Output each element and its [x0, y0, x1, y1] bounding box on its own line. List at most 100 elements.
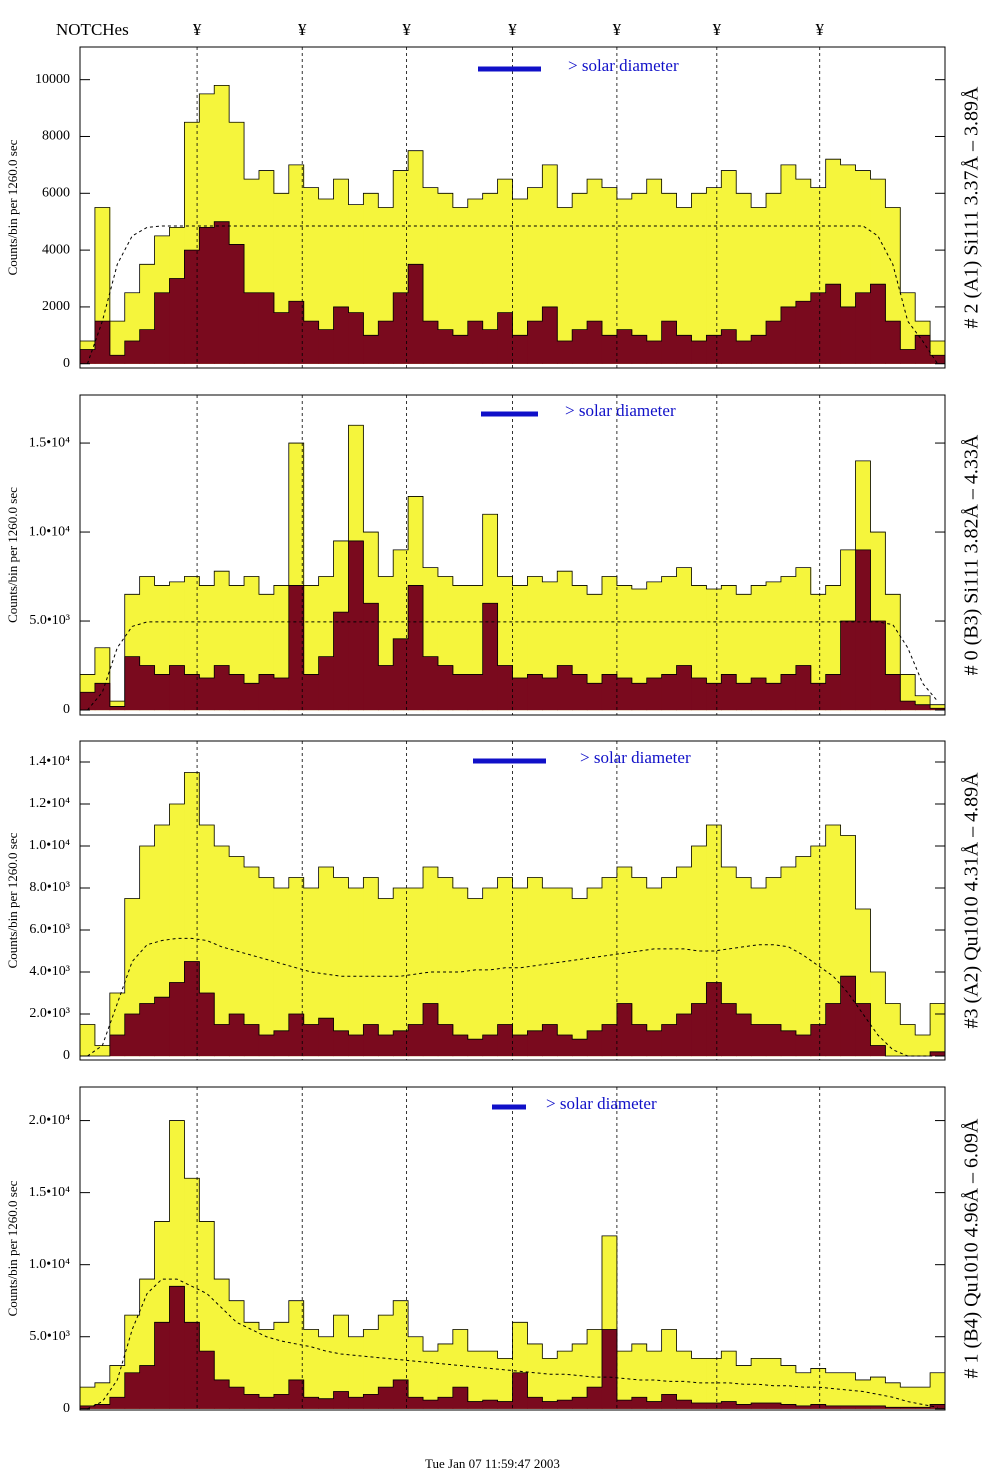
bin-bar [378, 1034, 394, 1057]
y-tick-label: 0 [63, 1048, 70, 1063]
panel-title: # 2 (A1) Si111 3.37Å – 3.89Å [961, 86, 983, 328]
bin-bar [691, 1402, 707, 1409]
bin-bar [318, 656, 334, 711]
bin-bar [482, 329, 499, 364]
bin-bar [512, 1372, 528, 1409]
y-tick-label: 5.0•10³ [29, 1329, 70, 1344]
bin-bar [288, 585, 305, 711]
bin-bar [199, 677, 215, 711]
bin-bar [646, 677, 663, 711]
bin-bar [542, 677, 558, 711]
y-tick-label: 1.2•10⁴ [29, 796, 70, 811]
bin-bar [378, 665, 394, 711]
bin-bar [736, 1013, 752, 1057]
bin-bar [497, 312, 513, 364]
y-tick-label: 2.0•10⁴ [29, 1113, 70, 1128]
bin-bar [258, 877, 275, 1057]
bin-bar [422, 320, 439, 364]
bin-bar [646, 178, 663, 364]
bin-bar [750, 1024, 767, 1057]
bin-bar [139, 1365, 156, 1409]
bin-bar [661, 1024, 678, 1057]
bin-bar [900, 1387, 916, 1409]
legend-text: > solar diameter [580, 748, 691, 767]
bin-bar [318, 1018, 334, 1057]
bin-bar [482, 603, 499, 711]
bin-bar [303, 1024, 320, 1057]
bin-bar [154, 1322, 170, 1409]
bin-bar [124, 1372, 141, 1409]
y-tick-label: 2000 [42, 299, 70, 314]
bin-bar [243, 1024, 260, 1057]
bin-bar [557, 887, 573, 1057]
bin-bar [139, 665, 156, 711]
bin-bar [557, 1399, 573, 1409]
bin-bar [601, 1329, 618, 1409]
bin-bar [631, 1397, 648, 1409]
notch-marker: ¥ [508, 20, 517, 39]
bin-bar [542, 306, 558, 364]
bin-bar [214, 1379, 230, 1409]
bin-bar [706, 335, 722, 364]
bin-bar [422, 1003, 439, 1057]
bin-bar [482, 1034, 499, 1057]
y-tick-label: 1.0•10⁴ [29, 838, 70, 853]
bin-bar [79, 1024, 96, 1057]
bin-bar [273, 312, 290, 364]
bin-bar [616, 677, 633, 711]
bin-bar [795, 301, 812, 364]
bin-bar [691, 677, 707, 711]
panel-title: #3 (A2) Qu1010 4.31Å – 4.89Å [961, 772, 983, 1029]
bin-bar [825, 1405, 842, 1409]
bin-bar [915, 335, 931, 364]
bin-bar [94, 683, 111, 711]
plot-frame [79, 394, 946, 716]
notch-marker: ¥ [298, 20, 307, 39]
y-axis-label: Counts/bin per 1260.0 sec [5, 1180, 20, 1316]
bin-bar [199, 227, 215, 364]
bin-bar [467, 1039, 484, 1057]
bin-bar [900, 700, 916, 711]
bin-bar [631, 335, 648, 364]
bin-bar [646, 1350, 663, 1409]
bin-bar [646, 1401, 663, 1409]
y-tick-label: 1.5•10⁴ [29, 1185, 70, 1200]
bin-bar [363, 335, 379, 364]
bin-bar [676, 1399, 692, 1409]
bin-bar [900, 1024, 916, 1057]
bin-bar [94, 1404, 111, 1409]
bin-bar [885, 320, 901, 364]
bin-bar [169, 982, 185, 1057]
notch-marker: ¥ [193, 20, 202, 39]
bin-bar [407, 1024, 424, 1057]
bin-bar [79, 349, 96, 364]
bin-outline [80, 772, 945, 1046]
bin-bar [407, 1397, 424, 1409]
plot-frame [79, 1086, 946, 1411]
bin-bar [527, 1030, 543, 1057]
bin-bar [288, 1379, 305, 1409]
bin-bar [318, 1336, 334, 1409]
bin-bar [572, 329, 588, 364]
bin-bar [750, 677, 767, 711]
bin-bar [243, 1394, 260, 1409]
bin-bar [915, 704, 931, 711]
bin-bar [870, 620, 886, 711]
bin-bar [512, 677, 528, 711]
bin-bar [333, 1391, 349, 1409]
bin-bar [527, 674, 543, 711]
bin-bar [333, 306, 349, 364]
y-tick-label: 1.0•10⁴ [29, 524, 70, 539]
bin-bar [616, 1399, 633, 1409]
bin-bar [780, 1030, 797, 1057]
bin-bar [452, 1387, 469, 1409]
bin-bar [870, 1405, 886, 1409]
bin-bar [810, 292, 827, 364]
bin-bar [228, 244, 245, 364]
bin-bar [885, 1382, 901, 1409]
bin-bar [348, 887, 364, 1057]
y-tick-label: 6.0•10³ [29, 922, 70, 937]
bin-bar [124, 340, 141, 364]
y-tick-label: 0 [63, 356, 70, 371]
bin-bar [303, 674, 320, 711]
